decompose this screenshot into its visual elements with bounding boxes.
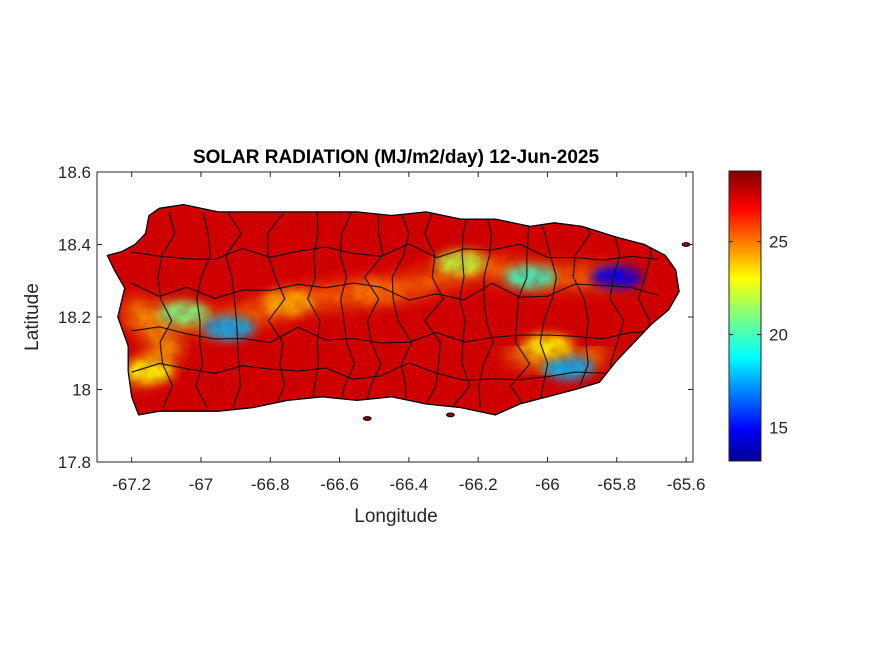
municipality-line	[536, 211, 557, 408]
x-axis: -67.2 -67 -66.8 -66.6 -66.4 -66.2 -66 -65.8 -65.…	[112, 172, 705, 494]
small-islands	[362, 242, 691, 421]
colorbar-tick-label: 25	[769, 233, 788, 252]
x-tick-label: -66.2	[459, 475, 498, 494]
y-tick-label: 18	[72, 381, 91, 400]
municipality-line	[225, 211, 243, 408]
municipality-line	[131, 282, 659, 301]
municipality-line	[131, 243, 659, 261]
municipality-line	[339, 211, 356, 408]
colorbar-ticks: 15 20 25	[729, 233, 788, 438]
radiation-field	[107, 204, 680, 415]
municipality-line	[131, 362, 659, 381]
field-texture	[107, 204, 680, 415]
y-tick-label: 18.2	[58, 308, 91, 327]
y-axis: 17.8 18 18.2 18.4 18.6	[58, 163, 693, 472]
municipality-line	[478, 211, 494, 408]
colorbar-tick-label: 15	[769, 419, 788, 438]
x-tick-label: -65.8	[597, 475, 636, 494]
municipality-line	[510, 211, 531, 408]
x-axis-label: Longitude	[354, 506, 437, 527]
island-outline	[106, 203, 680, 416]
x-tick-label: -65.6	[667, 475, 706, 494]
colorbar	[728, 170, 762, 462]
y-axis-label: Latitude	[22, 283, 43, 351]
municipality-line	[363, 211, 384, 408]
chart-title: SOLAR RADIATION (MJ/m2/day) 12-Jun-2025	[193, 147, 600, 168]
x-tick-label: -66	[535, 475, 560, 494]
municipality-line	[572, 211, 592, 408]
small-island	[446, 412, 455, 418]
municipality-line	[195, 211, 211, 408]
colorbar-tick-label: 20	[769, 326, 788, 345]
x-tick-label: -66.4	[389, 475, 428, 494]
y-tick-label: 18.4	[58, 236, 91, 255]
municipality-line	[157, 211, 176, 408]
municipality-line	[424, 211, 444, 408]
x-tick-label: -66.8	[251, 475, 290, 494]
x-tick-label: -67	[189, 475, 214, 494]
y-tick-label: 17.8	[58, 453, 91, 472]
municipality-line	[131, 326, 659, 344]
municipality-line	[451, 211, 471, 408]
x-tick-label: -67.2	[112, 475, 151, 494]
small-island	[362, 416, 372, 421]
x-tick-label: -66.6	[320, 475, 359, 494]
municipality-boundaries	[131, 211, 659, 408]
municipality-line	[307, 211, 321, 408]
y-tick-label: 18.6	[58, 163, 91, 182]
municipality-line	[267, 211, 286, 408]
